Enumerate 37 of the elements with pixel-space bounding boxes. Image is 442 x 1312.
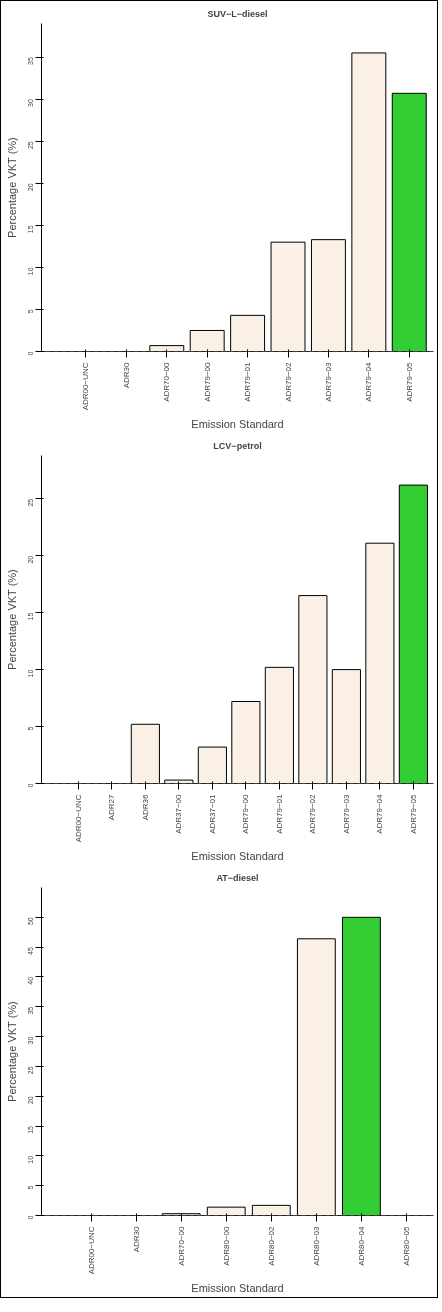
x-tick-label: ADR00−UNC [86,1226,96,1275]
chart-title: SUV−L−diesel [207,8,268,19]
x-tick-label: ADR80−04 [356,1225,366,1266]
x-axis-title: Emission Standard [191,1282,284,1295]
x-tick-label: ADR79−04 [375,793,385,834]
chart-title: AT−diesel [216,872,259,883]
x-tick-label: ADR80−03 [311,1225,321,1266]
x-tick-label: ADR00−UNC [73,794,83,843]
x-tick-label: ADR37−00 [174,793,184,834]
x-tick-label: ADR79−04 [364,361,374,402]
x-tick-label: ADR79−00 [202,361,212,402]
x-axis-title: Emission Standard [191,418,284,431]
x-tick-label: ADR30 [131,1225,141,1253]
chart-title: LCV−petrol [213,440,262,451]
x-tick-label: ADR79−02 [283,361,293,402]
x-tick-label: ADR79−03 [341,793,351,834]
x-tick-label: ADR79−00 [241,793,251,834]
y-axis-title: Percentage VKT (%) [5,569,18,670]
x-tick-label: ADR79−05 [408,793,418,834]
x-tick-label: ADR79−05 [404,361,414,402]
x-tick-label: ADR79−02 [308,793,318,834]
x-axis-title: Emission Standard [191,850,284,863]
y-axis-title: Percentage VKT (%) [5,1001,18,1102]
x-tick-label: ADR37−01 [207,793,217,834]
x-tick-label: ADR79−03 [323,361,333,402]
x-tick-label: ADR79−01 [274,793,284,834]
x-tick-label: ADR79−01 [243,361,253,402]
x-tick-label: ADR36 [140,793,150,821]
y-axis-title: Percentage VKT (%) [5,137,18,238]
x-tick-label: ADR70−00 [176,1225,186,1266]
x-tick-label: ADR80−05 [401,1225,411,1266]
x-tick-label: ADR30 [121,361,131,389]
x-tick-label: ADR80−02 [266,1225,276,1266]
x-tick-label: ADR00−UNC [81,362,91,411]
x-tick-label: ADR70−00 [162,361,172,402]
x-tick-label: ADR27 [107,793,117,821]
x-tick-label: ADR80−00 [221,1225,231,1266]
